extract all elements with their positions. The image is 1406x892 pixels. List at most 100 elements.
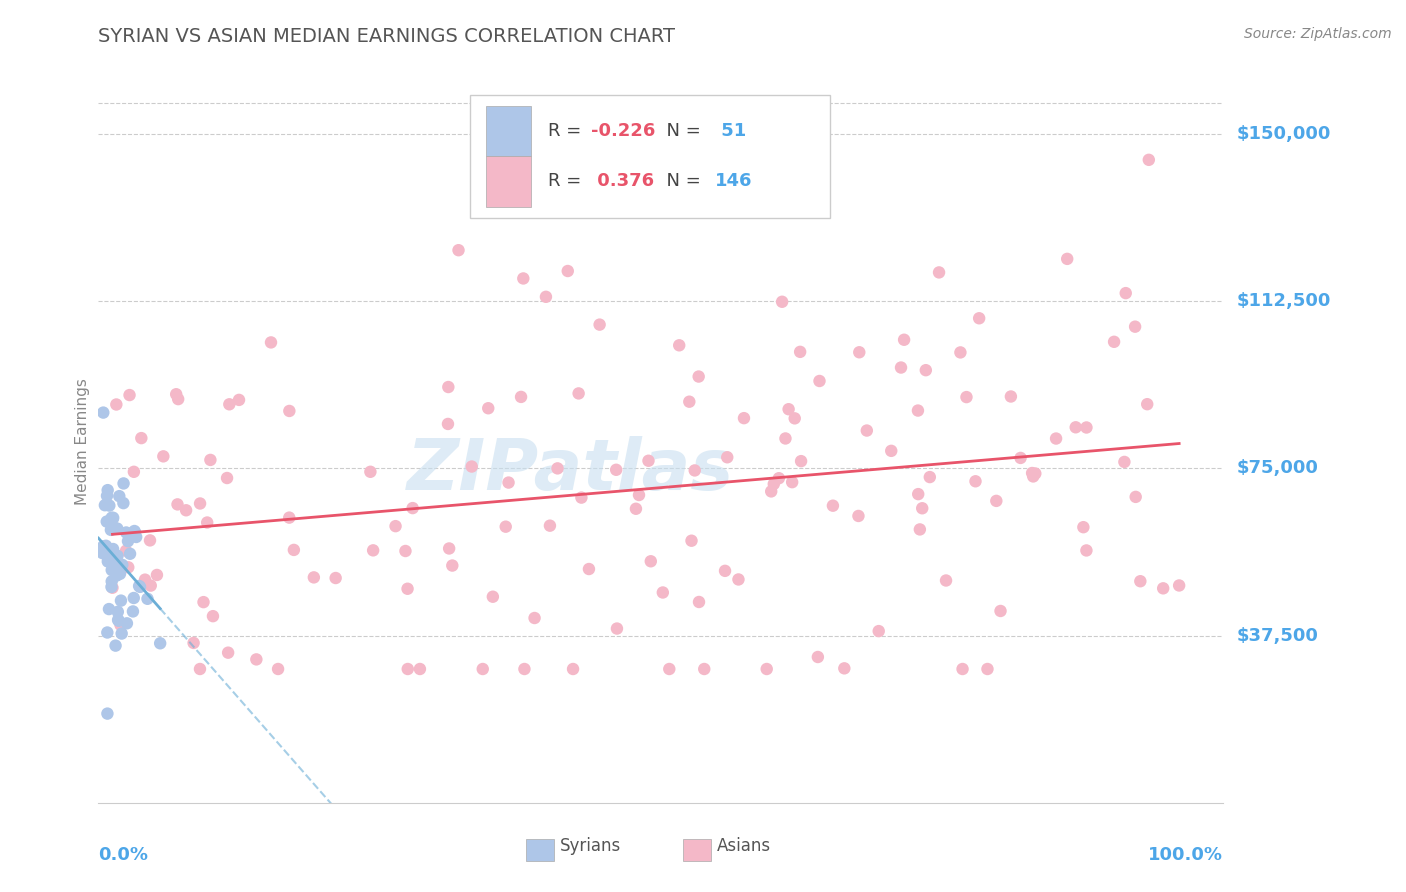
- Point: [104, 639, 127, 653]
- Point: [1102, 334, 1125, 349]
- Point: [605, 463, 627, 477]
- Point: [986, 494, 1008, 508]
- Point: [538, 518, 561, 533]
- Point: [571, 491, 593, 505]
- Point: [149, 636, 172, 650]
- Point: [907, 487, 929, 501]
- Point: [188, 496, 211, 510]
- Text: Source: ZipAtlas.com: Source: ZipAtlas.com: [1244, 27, 1392, 41]
- Point: [101, 511, 124, 525]
- Point: [1076, 420, 1098, 434]
- Text: Syrians: Syrians: [560, 838, 621, 855]
- Point: [124, 524, 146, 538]
- Point: [482, 590, 505, 604]
- Text: R =: R =: [548, 122, 588, 140]
- Point: [217, 646, 239, 660]
- Point: [562, 662, 585, 676]
- Point: [96, 706, 118, 721]
- Point: [821, 499, 844, 513]
- Text: R =: R =: [548, 172, 588, 190]
- Point: [112, 476, 135, 491]
- Point: [100, 523, 122, 537]
- Point: [139, 533, 162, 548]
- Point: [683, 463, 706, 477]
- Point: [1152, 582, 1174, 596]
- Point: [100, 574, 122, 589]
- Point: [115, 525, 138, 540]
- Point: [727, 573, 749, 587]
- Point: [105, 397, 128, 411]
- Point: [437, 417, 460, 431]
- Point: [955, 390, 977, 404]
- Point: [668, 338, 690, 352]
- Bar: [526, 838, 554, 861]
- Point: [1045, 432, 1067, 446]
- Point: [111, 558, 134, 572]
- Point: [678, 394, 700, 409]
- Text: $150,000: $150,000: [1237, 125, 1331, 143]
- Point: [96, 625, 118, 640]
- Point: [856, 424, 879, 438]
- Point: [624, 501, 647, 516]
- Point: [117, 534, 139, 549]
- Point: [1076, 543, 1098, 558]
- Point: [949, 345, 972, 359]
- Text: 0.0%: 0.0%: [98, 847, 149, 864]
- Point: [110, 618, 132, 632]
- Bar: [486, 156, 531, 207]
- Point: [588, 318, 610, 332]
- Point: [461, 459, 484, 474]
- Point: [118, 547, 141, 561]
- Point: [768, 471, 790, 485]
- Point: [513, 662, 536, 676]
- Y-axis label: Median Earnings: Median Earnings: [75, 378, 90, 505]
- Point: [965, 475, 987, 489]
- Point: [107, 605, 129, 619]
- Point: [790, 454, 813, 468]
- Point: [136, 591, 159, 606]
- Point: [112, 496, 135, 510]
- Point: [96, 489, 118, 503]
- Point: [848, 508, 870, 523]
- Point: [918, 470, 941, 484]
- Point: [651, 585, 673, 599]
- Point: [115, 543, 138, 558]
- Text: 0.376: 0.376: [591, 172, 654, 190]
- Text: $112,500: $112,500: [1237, 292, 1331, 310]
- Point: [471, 662, 494, 676]
- Point: [495, 519, 517, 533]
- Point: [1129, 574, 1152, 589]
- Point: [97, 554, 120, 568]
- Point: [396, 582, 419, 596]
- Point: [967, 311, 990, 326]
- Point: [780, 475, 803, 490]
- Point: [783, 411, 806, 425]
- Point: [1114, 455, 1136, 469]
- Bar: [486, 105, 531, 156]
- Point: [606, 622, 628, 636]
- Point: [1123, 319, 1146, 334]
- Point: [91, 406, 114, 420]
- Point: [100, 510, 122, 524]
- Point: [200, 453, 222, 467]
- Point: [108, 489, 131, 503]
- Point: [834, 661, 856, 675]
- Point: [761, 484, 783, 499]
- Point: [928, 265, 950, 279]
- Point: [122, 465, 145, 479]
- Point: [935, 574, 957, 588]
- Point: [557, 264, 579, 278]
- Point: [118, 388, 141, 402]
- Point: [111, 626, 134, 640]
- Point: [195, 516, 218, 530]
- Point: [441, 558, 464, 573]
- Point: [98, 499, 121, 513]
- Point: [100, 563, 122, 577]
- Point: [101, 512, 124, 526]
- Point: [97, 483, 120, 497]
- Point: [658, 662, 681, 676]
- Point: [688, 369, 710, 384]
- Point: [637, 454, 659, 468]
- Point: [1024, 467, 1046, 481]
- Point: [908, 523, 931, 537]
